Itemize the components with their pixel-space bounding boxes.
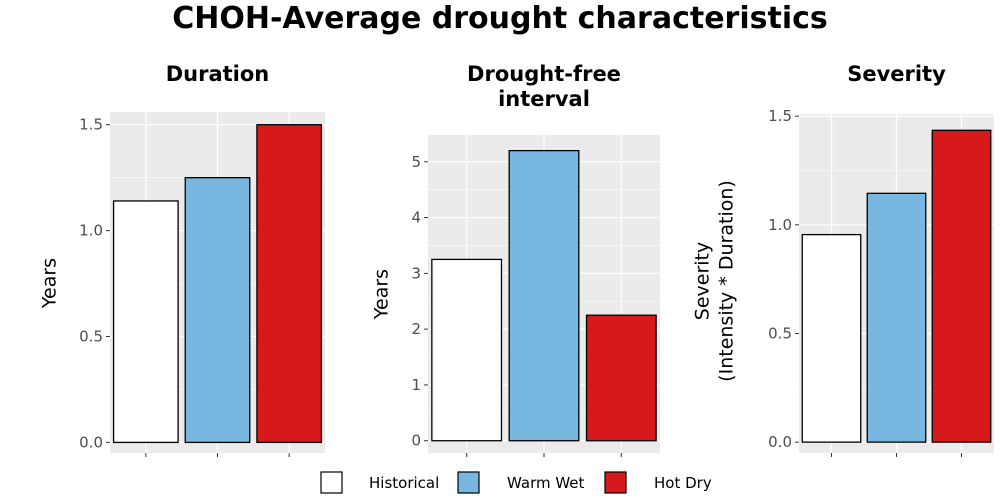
y-tick-label: 5 xyxy=(411,153,421,171)
panel-title: Drought-free xyxy=(467,62,621,86)
panel-title: interval xyxy=(498,87,590,111)
y-tick-label: 1.5 xyxy=(79,116,103,134)
figure-title: CHOH-Average drought characteristics xyxy=(172,1,828,36)
y-tick-label: 2 xyxy=(411,320,421,338)
legend-key-hot-dry xyxy=(604,471,627,494)
y-axis-label: Years xyxy=(371,269,393,320)
y-tick-label: 3 xyxy=(411,264,421,282)
panel-title: Duration xyxy=(166,62,270,86)
bar-hot-dry xyxy=(585,314,657,442)
y-tick-label: 1.0 xyxy=(768,216,792,234)
y-tick-label: 1.0 xyxy=(79,222,103,240)
y-tick-label: 0 xyxy=(411,432,421,450)
y-tick-label: 1 xyxy=(411,376,421,394)
bar-hot-dry xyxy=(256,124,323,444)
y-tick-label: 0.0 xyxy=(79,433,103,451)
y-tick-label: 1.5 xyxy=(768,107,792,125)
bar-hot-dry xyxy=(931,129,992,443)
bar-warm-wet xyxy=(866,192,927,443)
legend: Historical Warm Wet Hot Dry xyxy=(320,471,712,494)
y-tick-label: 0.5 xyxy=(768,324,792,342)
panel-title: Severity xyxy=(847,62,946,86)
legend-key-historical xyxy=(320,471,343,494)
bar-warm-wet xyxy=(508,149,580,442)
y-axis-label: Severity xyxy=(692,242,714,320)
y-axis-label: (Intensity * Duration) xyxy=(716,180,738,382)
y-tick-label: 4 xyxy=(411,209,421,227)
bar-warm-wet xyxy=(184,177,251,444)
panel-1: 0.0 0.5 1.0 1.5 Duration Years xyxy=(39,62,325,457)
bar-historical xyxy=(801,233,862,443)
legend-label: Historical xyxy=(369,474,439,492)
y-tick-label: 0.5 xyxy=(79,328,103,346)
legend-key-warm-wet xyxy=(457,471,480,494)
panels: 0.0 0.5 1.0 1.5 Duration Years 0 1 2 3 4 5 Drought-f… xyxy=(39,62,994,457)
legend-label: Warm Wet xyxy=(507,474,585,492)
bar-historical xyxy=(431,258,503,442)
bar-historical xyxy=(112,200,179,444)
legend-label: Hot Dry xyxy=(654,474,712,492)
y-tick-label: 0.0 xyxy=(768,433,792,451)
y-axis-label: Years xyxy=(39,258,61,309)
